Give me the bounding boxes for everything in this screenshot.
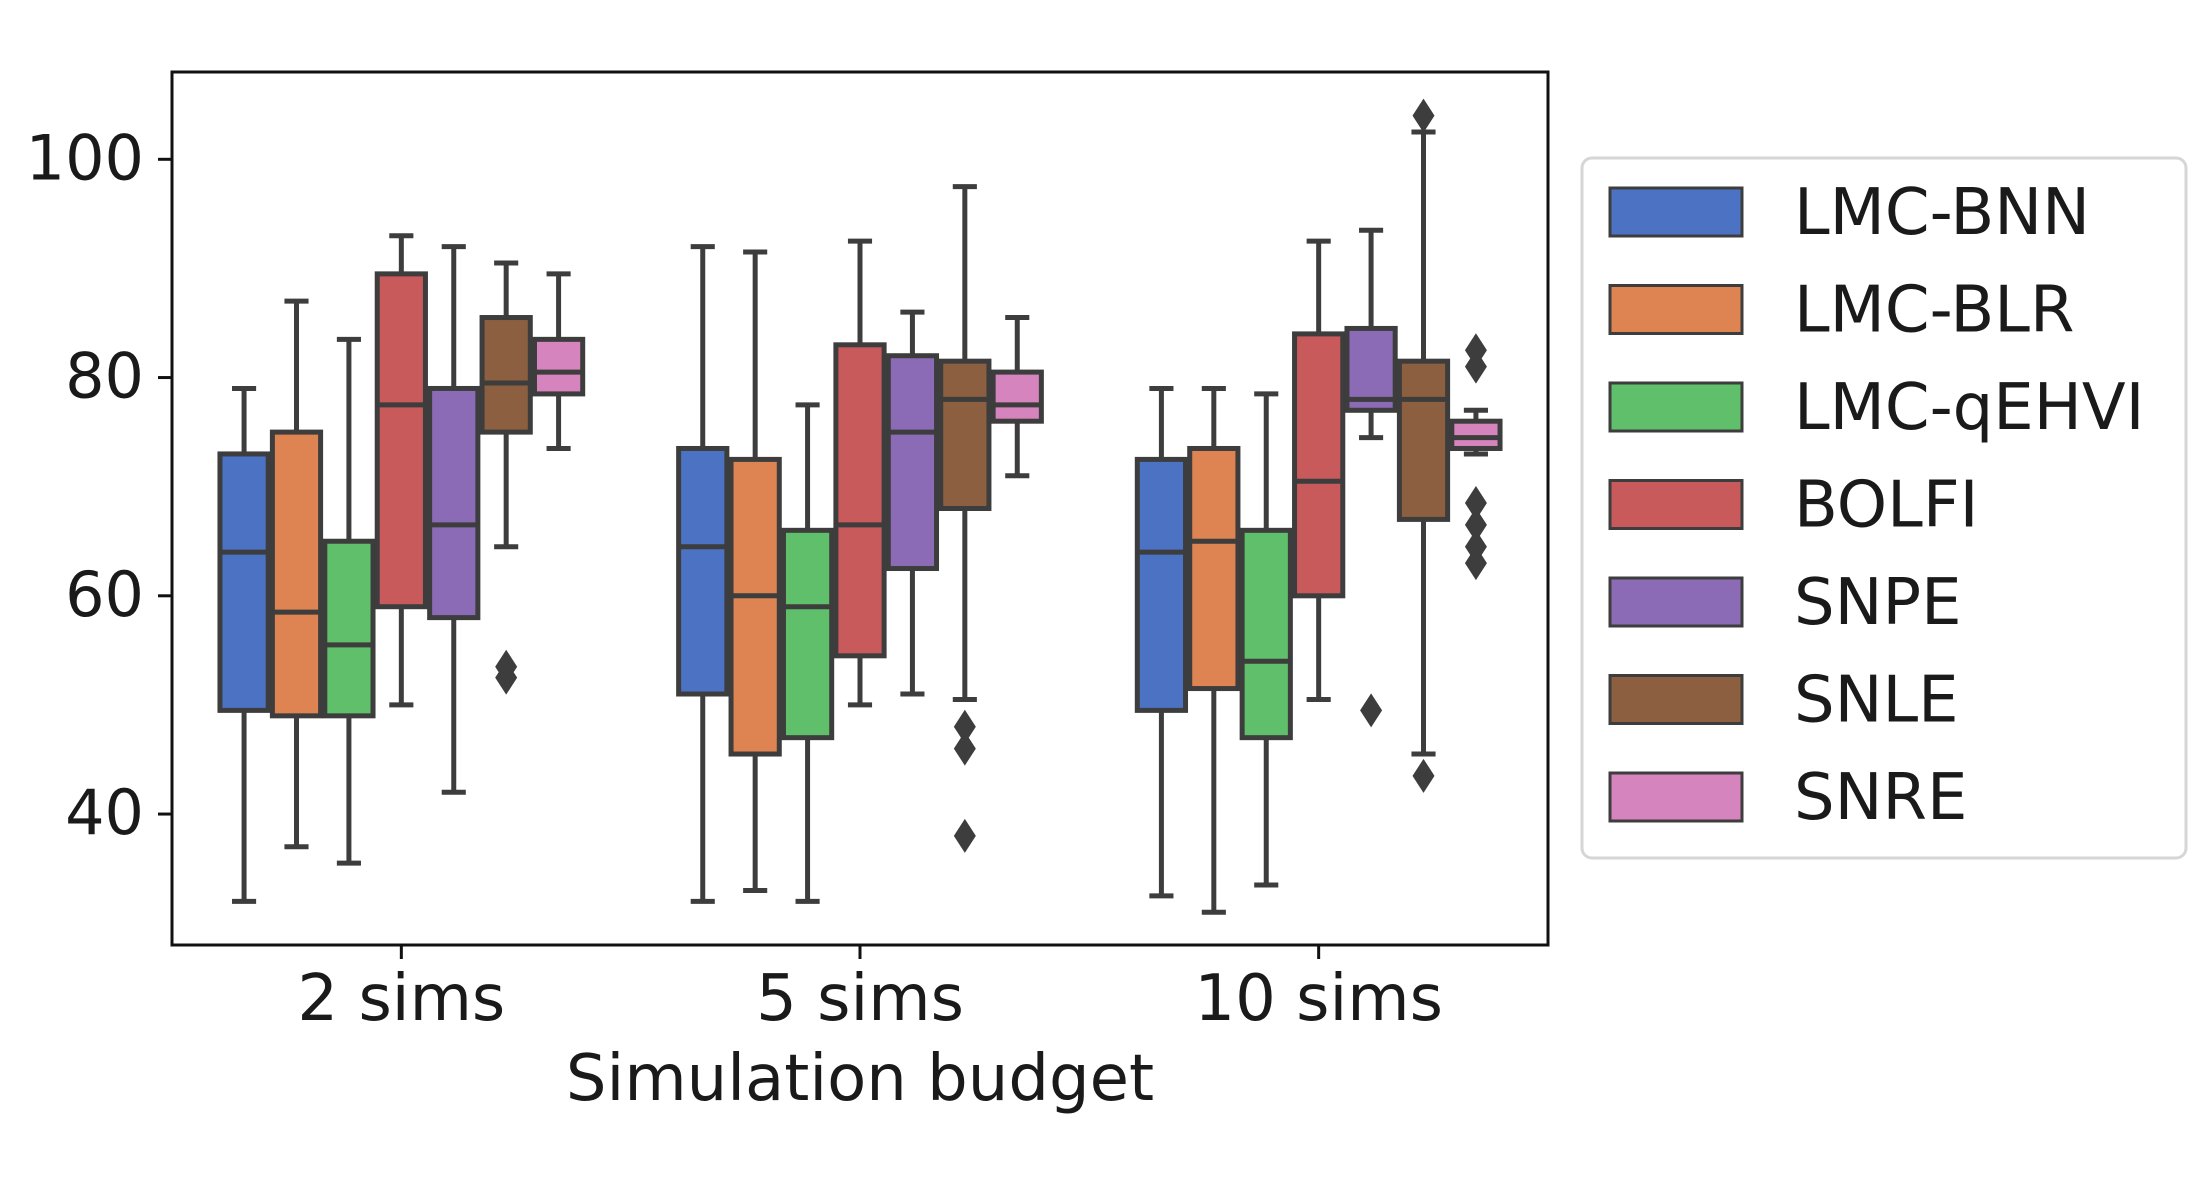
box-iqr	[1396, 358, 1451, 522]
box-snpe-5-sims	[885, 309, 940, 697]
box-iqr	[1344, 325, 1398, 413]
box-iqr	[322, 538, 376, 719]
legend-swatch-lmc-blr	[1608, 284, 1744, 335]
legend-swatch-snpe	[1608, 576, 1744, 628]
box-lmc-blr-2-sims	[269, 298, 324, 850]
box-lmc-blr-10-sims	[1187, 385, 1241, 915]
outlier-point	[953, 818, 976, 853]
outlier-point	[953, 709, 976, 744]
box-iqr	[1292, 331, 1346, 599]
x-tick-label: 10 sims	[1194, 962, 1443, 1036]
box-iqr	[780, 527, 835, 741]
box-iqr	[427, 385, 481, 621]
legend: LMC-BNN LMC-BLR LMC-qEHVI BOLFI SNPE SNLE SNRE	[1580, 156, 2188, 860]
box-iqr	[1449, 418, 1503, 451]
x-axis-label: Simulation budget	[566, 1042, 1154, 1116]
box-snle-5-sims	[938, 184, 992, 853]
box-bolfi-10-sims	[1292, 238, 1346, 702]
box-bolfi-5-sims	[833, 238, 887, 708]
box-iqr	[269, 429, 324, 719]
legend-label-snpe: SNPE	[1794, 566, 1962, 640]
plot-area	[170, 70, 1550, 947]
legend-label-lmc-bnn: LMC-BNN	[1794, 176, 2090, 250]
legend-label-lmc-blr: LMC-BLR	[1794, 274, 2074, 348]
box-lmc-bnn-10-sims	[1134, 385, 1189, 899]
outlier-point	[953, 731, 976, 766]
box-lmc-qehvi-2-sims	[322, 336, 376, 866]
box-snpe-10-sims	[1344, 227, 1398, 728]
box-lmc-bnn-2-sims	[217, 385, 271, 904]
y-tick-label: 60	[65, 558, 144, 631]
x-axis: 2 sims 5 sims 10 sims	[297, 945, 1443, 1036]
y-tick-label: 100	[26, 121, 144, 194]
box-snle-2-sims	[479, 260, 533, 695]
outlier-point	[1464, 349, 1487, 384]
outlier-point	[1360, 693, 1383, 728]
box-iqr	[1187, 445, 1241, 692]
box-iqr	[990, 369, 1044, 424]
box-iqr	[1239, 527, 1293, 741]
outlier-point	[1464, 507, 1487, 542]
box-snre-5-sims	[990, 315, 1044, 479]
box-lmc-qehvi-5-sims	[780, 402, 835, 904]
box-iqr	[728, 456, 782, 757]
box-snle-10-sims	[1396, 98, 1451, 793]
legend-swatch-lmc-qehvi	[1608, 381, 1744, 433]
legend-label-lmc-qehvi: LMC-qEHVI	[1794, 371, 2145, 445]
box-iqr	[676, 445, 730, 697]
legend-label-bolfi: BOLFI	[1794, 469, 1979, 543]
legend-label-snre: SNRE	[1794, 761, 1967, 835]
outlier-point	[1412, 758, 1435, 793]
box-lmc-blr-5-sims	[728, 249, 782, 893]
x-tick-label: 5 sims	[756, 962, 964, 1036]
box-iqr	[833, 342, 887, 659]
box-iqr	[531, 336, 586, 397]
box-iqr	[217, 451, 271, 713]
box-iqr	[374, 271, 428, 610]
legend-swatch-snle	[1608, 674, 1744, 725]
outlier-point	[1464, 546, 1487, 581]
outlier-point	[495, 649, 518, 684]
y-tick-label: 40	[65, 776, 144, 849]
box-lmc-bnn-5-sims	[676, 244, 730, 904]
box-snpe-2-sims	[427, 244, 481, 795]
box-lmc-qehvi-10-sims	[1239, 391, 1293, 888]
box-bolfi-2-sims	[374, 233, 428, 708]
y-axis: 40 60 80 100	[26, 121, 172, 849]
box-snre-10-sims	[1449, 333, 1503, 581]
legend-swatch-snre	[1608, 771, 1744, 823]
y-tick-label: 80	[65, 340, 144, 413]
legend-swatch-lmc-bnn	[1608, 186, 1744, 238]
box-iqr	[885, 353, 940, 572]
x-tick-label: 2 sims	[297, 962, 505, 1036]
box-iqr	[938, 358, 992, 511]
outlier-point	[1464, 486, 1487, 521]
legend-label-snle: SNLE	[1794, 664, 1959, 738]
box-iqr	[1134, 456, 1189, 713]
box-snre-2-sims	[531, 271, 586, 451]
outlier-point	[1412, 98, 1435, 133]
box-iqr	[479, 315, 533, 435]
legend-swatch-bolfi	[1608, 479, 1744, 530]
